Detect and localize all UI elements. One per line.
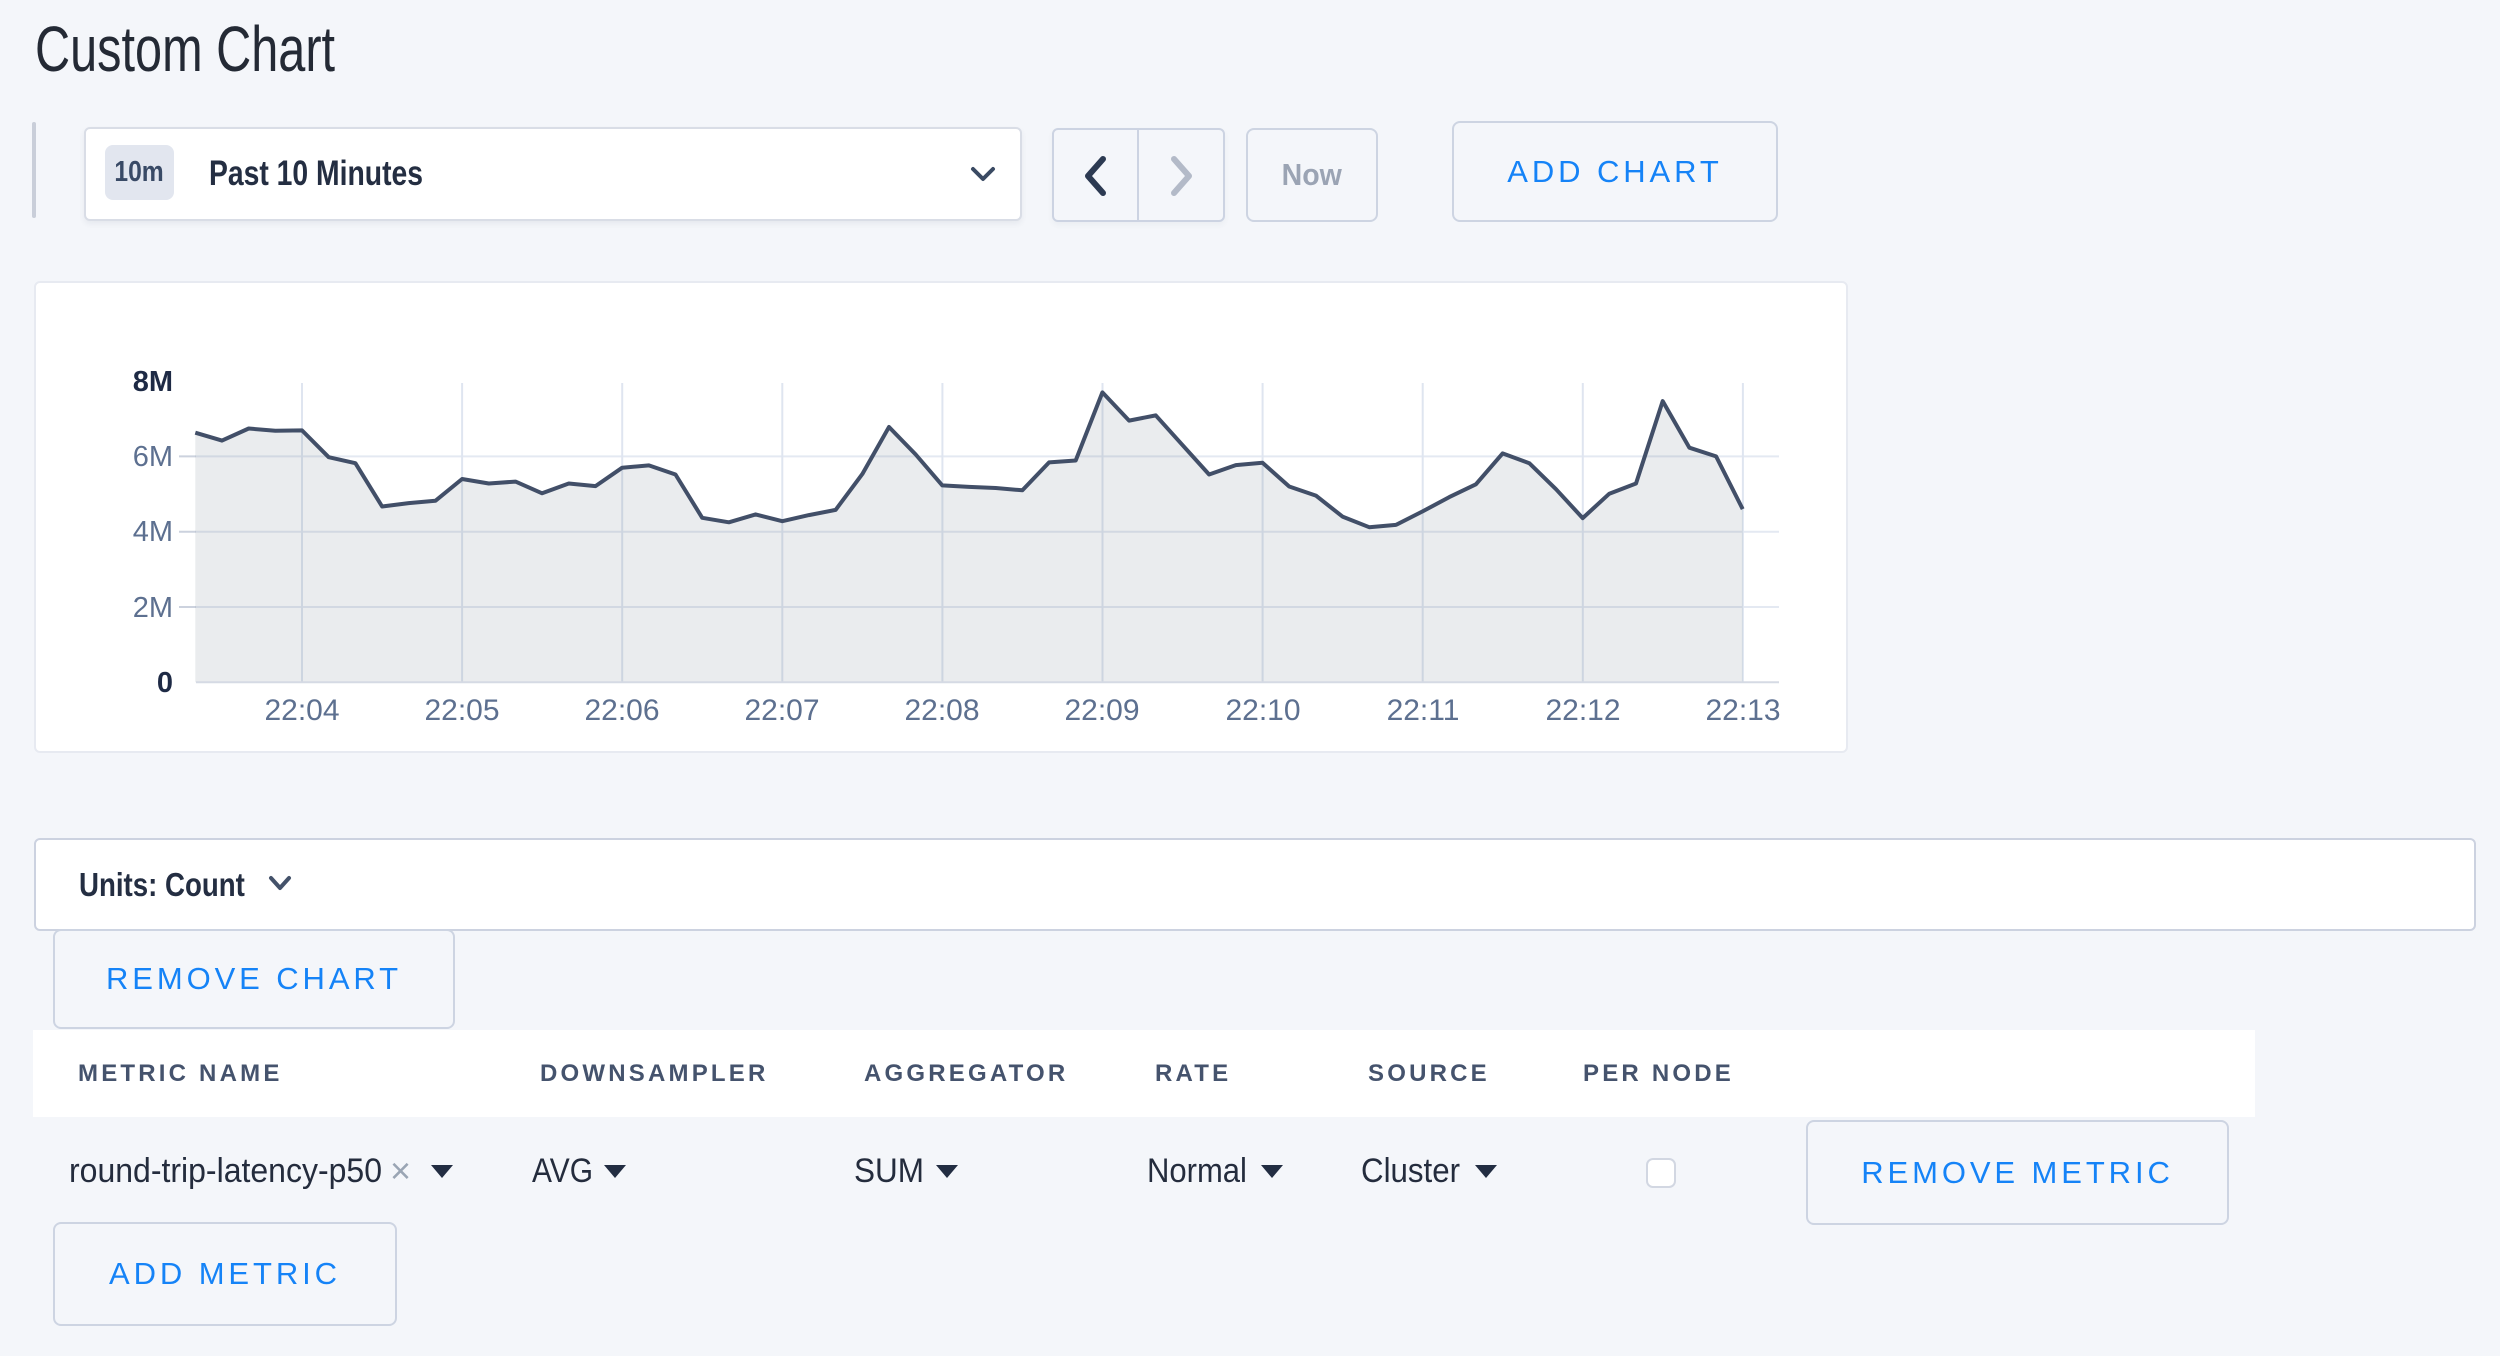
svg-text:22:12: 22:12 xyxy=(1545,694,1620,727)
svg-text:8M: 8M xyxy=(133,366,173,398)
svg-text:22:10: 22:10 xyxy=(1225,694,1300,727)
svg-text:22:07: 22:07 xyxy=(744,694,819,727)
svg-text:4M: 4M xyxy=(133,516,173,548)
svg-text:22:09: 22:09 xyxy=(1064,694,1139,727)
svg-text:22:11: 22:11 xyxy=(1387,694,1460,727)
svg-text:22:04: 22:04 xyxy=(264,694,339,727)
svg-text:22:05: 22:05 xyxy=(424,694,499,727)
svg-text:22:13: 22:13 xyxy=(1705,694,1780,727)
svg-text:22:08: 22:08 xyxy=(904,694,979,727)
svg-text:0: 0 xyxy=(157,667,173,699)
svg-text:2M: 2M xyxy=(133,592,173,624)
svg-text:6M: 6M xyxy=(133,441,173,473)
svg-text:22:06: 22:06 xyxy=(584,694,659,727)
